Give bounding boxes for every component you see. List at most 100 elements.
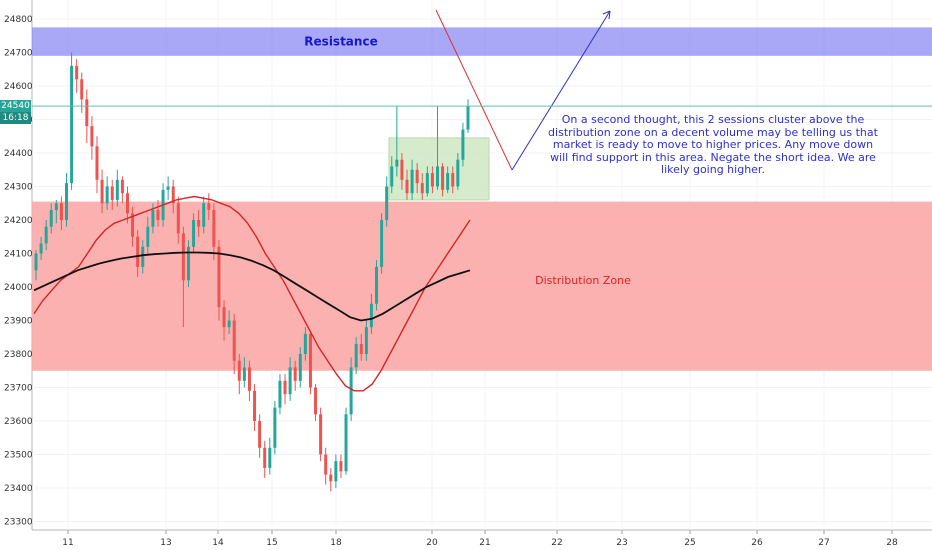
candle-body (120, 179, 124, 194)
y-tick-label: 23500 (4, 451, 33, 461)
zone-resistance (32, 27, 932, 56)
candle-body (456, 159, 460, 187)
candle-body (385, 186, 389, 220)
candle-body (34, 253, 38, 271)
y-tick-label: 24100 (4, 250, 33, 260)
candle-body (90, 126, 94, 147)
candle-body (75, 65, 79, 80)
projection-up-line (511, 10, 611, 171)
candle-body (253, 390, 257, 421)
candle-body (375, 266, 379, 304)
candle-body (410, 169, 414, 194)
candle-body (308, 333, 312, 388)
projection-arrows (435, 9, 611, 171)
candle-body (359, 343, 363, 354)
candle-body (349, 367, 353, 415)
candle-body (451, 173, 455, 187)
candle-body (278, 380, 282, 408)
zones: Resistance Distribution Zone (32, 27, 932, 371)
candle-body (329, 474, 333, 482)
candle-body (242, 367, 246, 381)
candles (34, 52, 470, 492)
candle-body (237, 360, 241, 381)
candle-body (125, 193, 129, 214)
y-tick-label: 23800 (4, 350, 33, 360)
x-tick-label: 11 (62, 538, 73, 548)
y-tick-label: 24400 (4, 149, 33, 159)
candle-body (95, 146, 99, 180)
candle-body (436, 166, 440, 187)
y-axis-ticks: 2480024700246002450024400243002420024100… (4, 15, 33, 528)
candle-body (105, 186, 109, 204)
candle-body (202, 203, 206, 227)
candle-body (64, 183, 68, 220)
x-tick-label: 20 (426, 538, 438, 548)
x-tick-label: 25 (684, 538, 695, 548)
ma-red-line (33, 195, 471, 392)
candle-body (59, 203, 63, 220)
candle-body (44, 226, 48, 244)
last-price-tag: 24540 (0, 100, 31, 113)
candle-body (415, 169, 419, 184)
x-tick-label: 15 (266, 538, 277, 548)
candle-body (334, 461, 338, 482)
x-tick-label: 27 (818, 538, 829, 548)
candle-body (39, 243, 43, 254)
candle-body (212, 209, 216, 247)
x-tick-label: 21 (479, 538, 490, 548)
candle-body (176, 203, 180, 234)
candle-body (171, 186, 175, 204)
countdown-tag: 16:18 (0, 112, 31, 125)
candle-body (303, 333, 307, 354)
x-tick-label: 22 (551, 538, 562, 548)
x-tick-label: 13 (160, 538, 171, 548)
countdown-value: 16:18 (2, 113, 29, 124)
candle-body (466, 106, 470, 130)
candle-body (339, 461, 343, 472)
zone-label: Resistance (304, 35, 377, 49)
candle-body (197, 220, 201, 227)
candle-body (446, 173, 450, 190)
candle-body (192, 220, 196, 247)
candle-body (314, 387, 318, 415)
zone-distribution (32, 201, 932, 371)
candle-body (85, 99, 89, 127)
candle-body (288, 367, 292, 395)
candle-body (298, 354, 302, 381)
candle-body (186, 246, 190, 281)
x-tick-label: 28 (886, 538, 898, 548)
candle-body (263, 447, 267, 468)
candle-body (430, 173, 434, 187)
x-tick-label: 23 (616, 538, 627, 548)
candle-body (217, 246, 221, 308)
candle-body (136, 236, 140, 267)
candle-body (268, 447, 272, 468)
candle-body (441, 166, 445, 190)
last-price-value: 24540 (1, 101, 30, 112)
candle-body (461, 129, 465, 160)
candle-body (227, 320, 231, 328)
candle-body (324, 454, 328, 475)
candle-body (181, 233, 185, 281)
x-tick-label: 18 (330, 538, 342, 548)
candle-body (49, 209, 53, 227)
ma-black-line (33, 251, 471, 322)
analysis-note: On a second thought, this 2 sessions clu… (548, 113, 878, 176)
y-tick-label: 23400 (4, 484, 33, 494)
candle-body (354, 343, 358, 368)
projection-down-line (435, 9, 513, 171)
candle-body (273, 407, 277, 448)
candle-body (222, 307, 226, 328)
x-tick-label: 14 (212, 538, 224, 548)
y-tick-label: 24300 (4, 183, 33, 193)
candle-body (100, 179, 104, 204)
y-tick-label: 23600 (4, 417, 33, 427)
candle-body (400, 159, 404, 180)
candle-body (405, 179, 409, 194)
x-tick-label: 26 (751, 538, 763, 548)
candle-body (166, 186, 170, 190)
candle-body (425, 173, 429, 194)
candle-body (380, 220, 384, 267)
candle-body (319, 414, 323, 455)
